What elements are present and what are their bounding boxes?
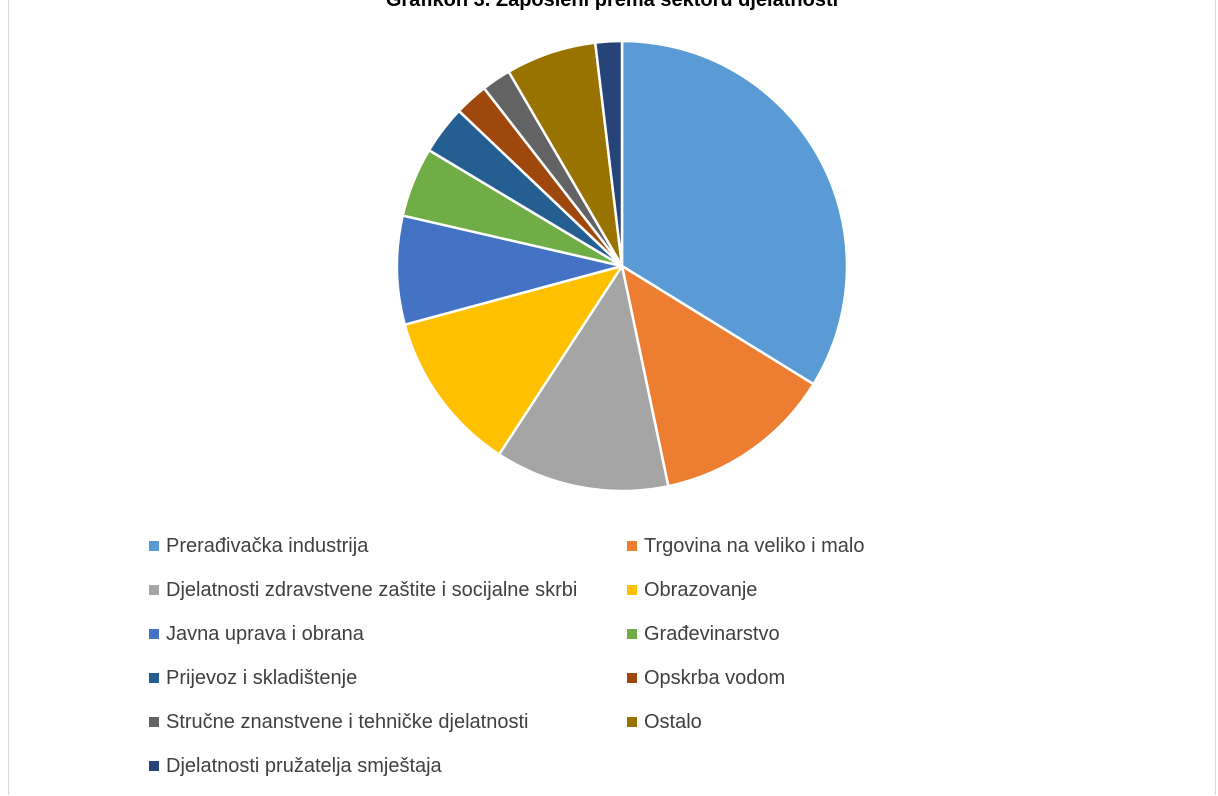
legend-swatch [627, 717, 637, 727]
pie-slice-2 [620, 264, 815, 488]
legend-swatch [149, 673, 159, 683]
legend-swatch [149, 585, 159, 595]
legend-label: Prijevoz i skladištenje [166, 666, 358, 689]
legend-item: Trgovina na veliko i malo [627, 529, 949, 563]
legend-item: Prijevoz i skladištenje [149, 661, 627, 695]
legend-item: Javna uprava i obrana [149, 617, 627, 651]
pie-slice-4 [403, 264, 624, 456]
legend-item: Opskrba vodom [627, 661, 949, 695]
chart-title: Grafikon 3. Zaposleni prema sektoru djel… [385, 0, 839, 11]
legend-item: Djelatnosti zdravstvene zaštite i socija… [149, 573, 627, 607]
legend-item: Prerađivačka industrija [149, 529, 627, 563]
legend-label: Ostalo [644, 710, 702, 733]
pie-chart [395, 39, 849, 493]
pie-slice-3 [497, 264, 670, 493]
chart-frame: Grafikon 3. Zaposleni prema sektoru djel… [8, 0, 1216, 795]
pie-slice-11 [593, 39, 624, 268]
legend-label: Trgovina na veliko i malo [644, 534, 865, 557]
legend-item: Građevinarstvo [627, 617, 949, 651]
legend-swatch [627, 585, 637, 595]
legend-label: Građevinarstvo [644, 622, 780, 645]
pie-slice-5 [395, 214, 624, 326]
legend-item: Obrazovanje [627, 573, 949, 607]
legend-swatch [627, 541, 637, 551]
chart-legend: Prerađivačka industrija Trgovina na velik… [149, 529, 949, 793]
legend-swatch [627, 673, 637, 683]
legend-item: Stručne znanstvene i tehničke djelatnost… [149, 705, 627, 739]
legend-label: Obrazovanje [644, 578, 758, 601]
legend-label: Prerađivačka industrija [166, 534, 369, 557]
legend-label: Stručne znanstvene i tehničke djelatnost… [166, 710, 529, 733]
legend-swatch [627, 629, 637, 639]
legend-swatch [149, 629, 159, 639]
legend-swatch [149, 717, 159, 727]
legend-item: Ostalo [627, 705, 949, 739]
legend-label: Javna uprava i obrana [166, 622, 364, 645]
legend-swatch [149, 541, 159, 551]
pie-slice-1 [620, 39, 849, 386]
legend-label: Djelatnosti zdravstvene zaštite i socija… [166, 578, 578, 601]
legend-item: Djelatnosti pružatelja smještaja [149, 749, 627, 783]
legend-label: Opskrba vodom [644, 666, 786, 689]
legend-swatch [149, 761, 159, 771]
legend-label: Djelatnosti pružatelja smještaja [166, 754, 442, 777]
